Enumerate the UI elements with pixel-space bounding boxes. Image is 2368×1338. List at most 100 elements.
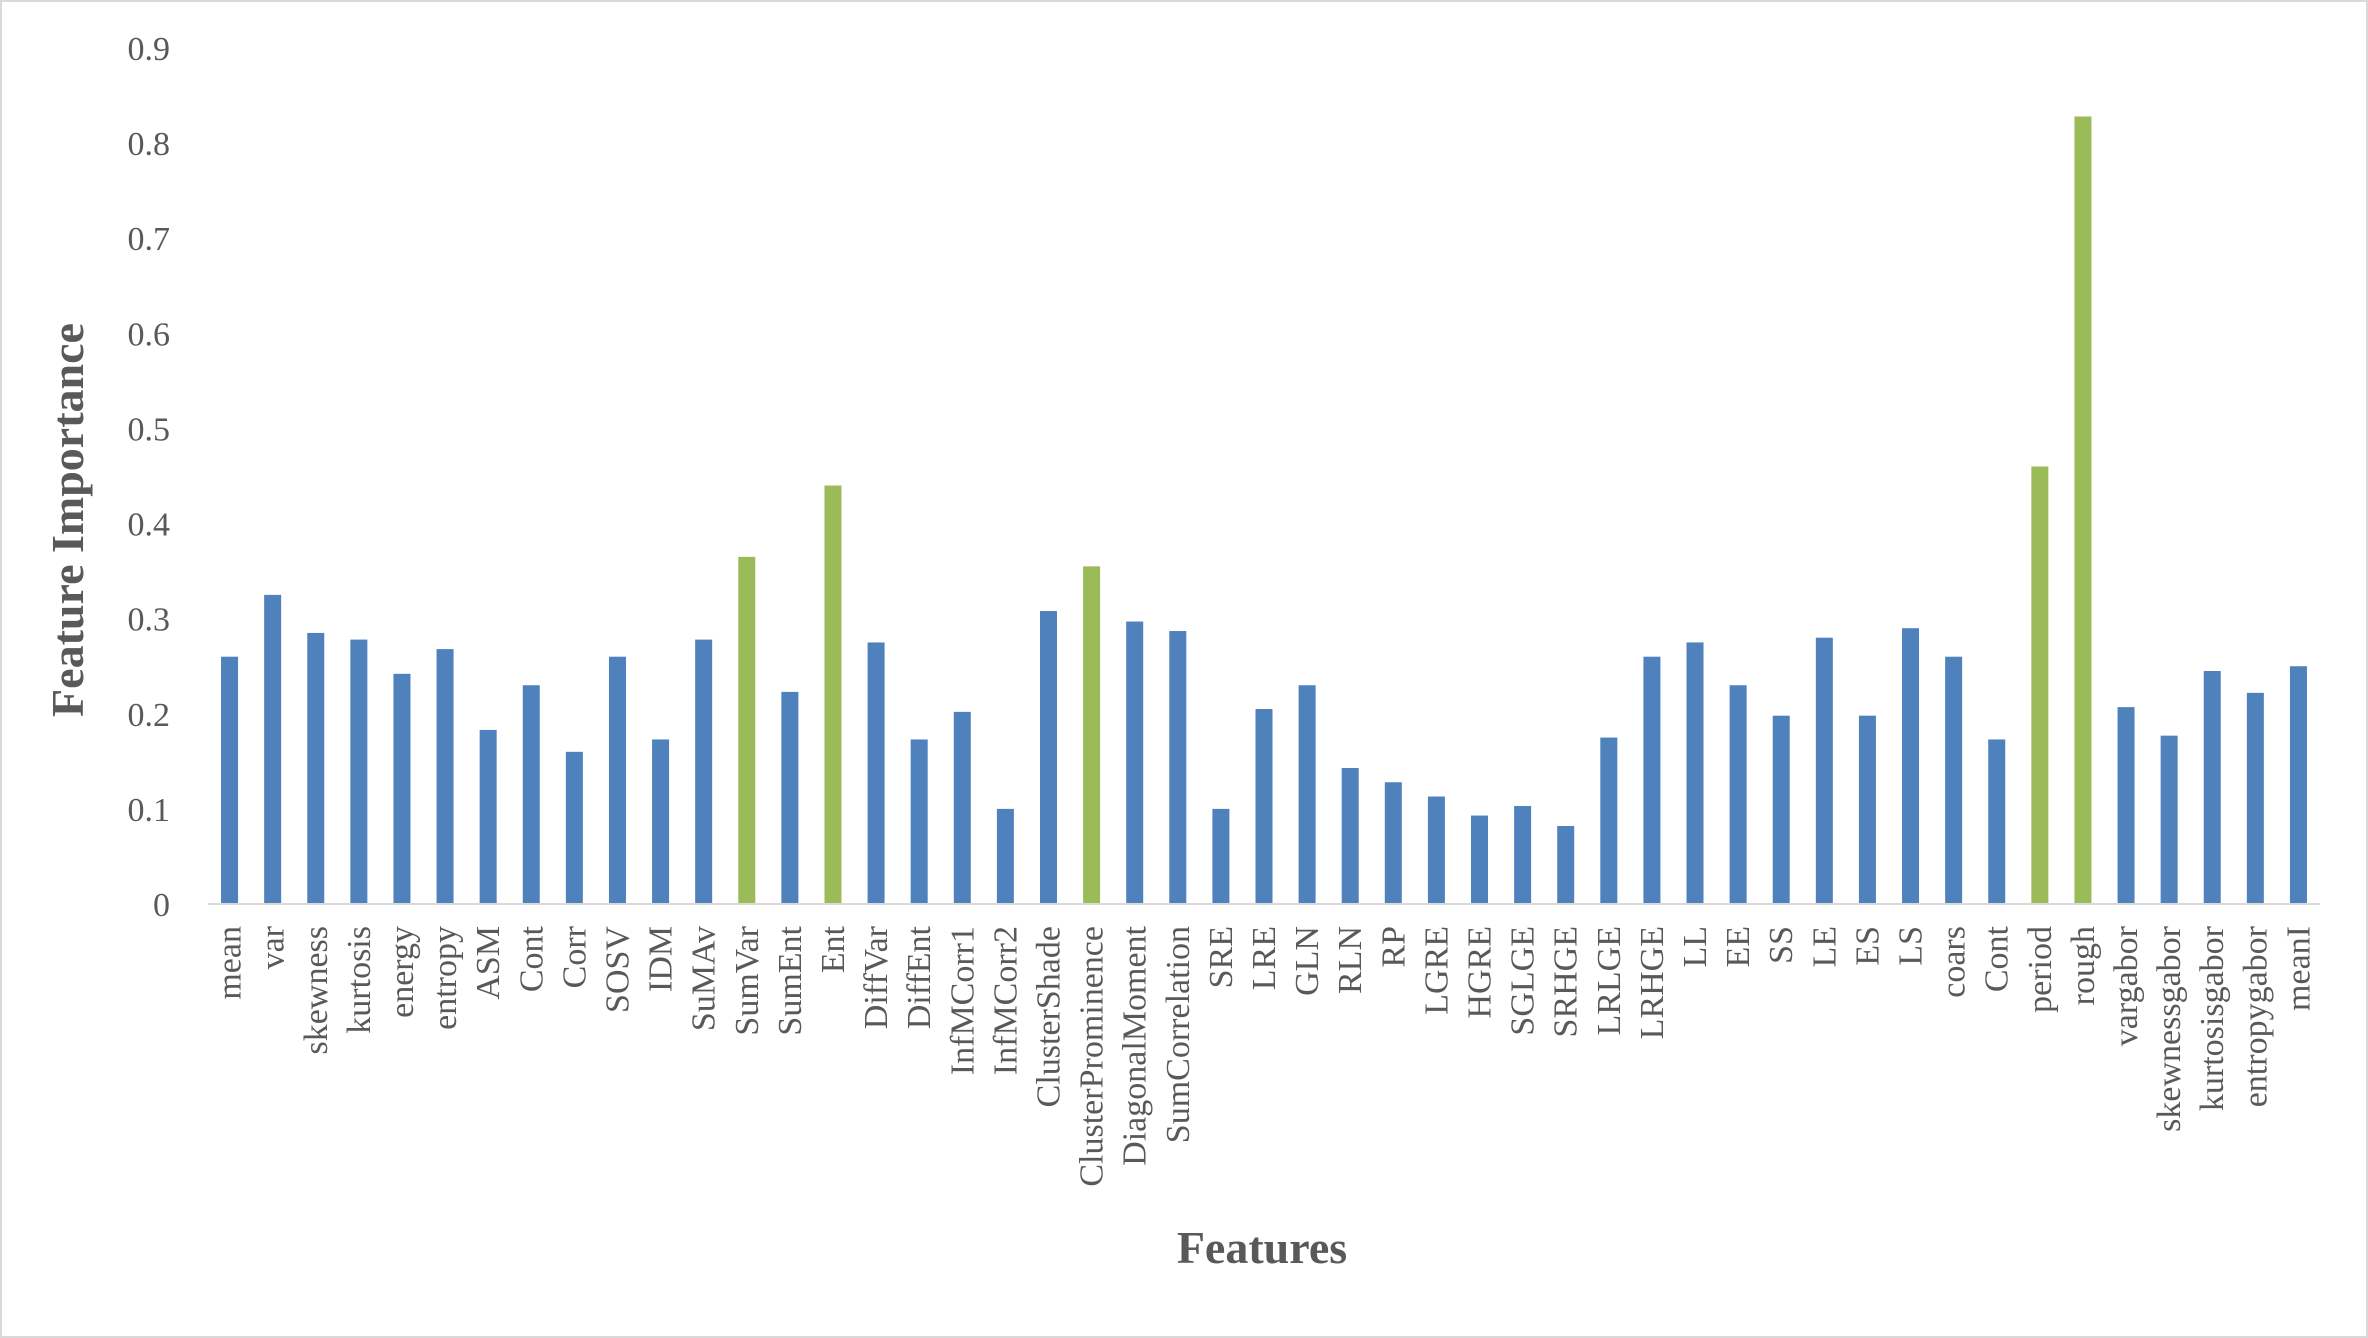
x-tick-label: entropygabor bbox=[2237, 925, 2274, 1107]
x-tick-label: skewnessgabor bbox=[2151, 925, 2188, 1132]
bar-infmcorr1 bbox=[953, 711, 971, 904]
x-tick-label: HGRE bbox=[1462, 926, 1499, 1019]
x-tick-label: coars bbox=[1936, 926, 1973, 998]
bar-ss bbox=[1772, 715, 1790, 904]
bar-sre bbox=[1212, 808, 1230, 904]
bar-skewness bbox=[307, 632, 325, 904]
bar-ent bbox=[824, 485, 842, 904]
x-tick-label: Cont bbox=[1979, 925, 2016, 992]
x-tick-label: LRHGE bbox=[1634, 926, 1671, 1039]
x-tick-label: ClusterShade bbox=[1030, 926, 1067, 1107]
bar-asm bbox=[479, 729, 497, 904]
bar-vargabor bbox=[2117, 707, 2135, 904]
x-tick-label: skewness bbox=[298, 926, 335, 1054]
y-tick-label: 0.5 bbox=[128, 411, 171, 448]
bar-cont-2 bbox=[1988, 739, 2006, 904]
y-tick-label: 0.3 bbox=[128, 602, 171, 639]
x-tick-label: IDM bbox=[643, 926, 680, 992]
x-tick-label: SRE bbox=[1203, 926, 1240, 988]
x-tick-label: EE bbox=[1720, 926, 1757, 968]
x-tick-label: Ent bbox=[815, 925, 852, 973]
bar-cont bbox=[522, 685, 540, 904]
bar-mean bbox=[221, 656, 239, 904]
x-tick-label: var bbox=[255, 925, 292, 969]
bar-rough bbox=[2074, 116, 2092, 905]
bar-sosv bbox=[608, 656, 626, 904]
x-tick-label: LGRE bbox=[1418, 926, 1455, 1015]
bar-entropy bbox=[436, 649, 454, 904]
y-axis-title: Feature Importance bbox=[42, 323, 93, 717]
bar-corr bbox=[565, 751, 583, 904]
x-tick-label: GLN bbox=[1289, 926, 1326, 996]
bar-energy bbox=[393, 673, 411, 904]
bar-meani bbox=[2289, 666, 2307, 904]
x-tick-label: ClusterProminence bbox=[1074, 926, 1111, 1187]
bar-lgre bbox=[1427, 796, 1445, 904]
bar-var bbox=[264, 594, 282, 904]
x-tick-label: Corr bbox=[556, 925, 593, 988]
y-tick-label: 0.7 bbox=[128, 221, 171, 258]
bar-ls bbox=[1902, 628, 1920, 904]
bar-lrhge bbox=[1643, 656, 1661, 904]
bar-period bbox=[2031, 466, 2049, 904]
x-tick-label: SOSV bbox=[599, 926, 636, 1013]
bar-ee bbox=[1729, 685, 1747, 904]
x-tick-label: DiffEnt bbox=[901, 925, 938, 1029]
bar-ll bbox=[1686, 642, 1704, 904]
x-tick-label: InfMCorr1 bbox=[944, 926, 981, 1075]
x-tick-label: SS bbox=[1763, 926, 1800, 964]
bar-diffvar bbox=[867, 642, 885, 904]
x-tick-label: DiagonalMoment bbox=[1117, 925, 1154, 1165]
x-tick-label: LE bbox=[1806, 926, 1843, 968]
bar-sumcorrelation bbox=[1169, 631, 1187, 904]
x-tick-label: SGLGE bbox=[1505, 926, 1542, 1036]
bar-sumvar bbox=[738, 556, 756, 904]
bar-kurtosisgabor bbox=[2203, 670, 2221, 904]
x-tick-label: SRHGE bbox=[1548, 926, 1585, 1037]
y-tick-label: 0 bbox=[153, 887, 170, 924]
x-tick-label: RLN bbox=[1332, 926, 1369, 994]
x-tick-label: Cont bbox=[513, 925, 550, 992]
y-tick-label: 0.2 bbox=[128, 697, 171, 734]
bar-lre bbox=[1255, 709, 1273, 904]
x-tick-label: mean bbox=[212, 926, 249, 1000]
x-axis-title: Features bbox=[1177, 1222, 1347, 1273]
bar-diffent bbox=[910, 739, 928, 904]
bar-clusterprominence bbox=[1083, 566, 1101, 904]
bar-lrlge bbox=[1600, 737, 1618, 904]
x-tick-label: LL bbox=[1677, 926, 1714, 968]
x-tick-label: InfMCorr2 bbox=[987, 926, 1024, 1075]
bar-clustershade bbox=[1039, 611, 1057, 904]
bar-sumav bbox=[695, 639, 713, 904]
x-tick-label: LS bbox=[1893, 926, 1930, 966]
x-tick-label: ES bbox=[1849, 926, 1886, 966]
y-tick-label: 0.9 bbox=[128, 31, 171, 68]
bar-srhge bbox=[1557, 826, 1575, 904]
x-tick-label: SumEnt bbox=[772, 925, 809, 1035]
y-tick-label: 0.4 bbox=[128, 507, 171, 544]
x-tick-label: energy bbox=[384, 926, 421, 1018]
x-tick-label: ASM bbox=[470, 926, 507, 1000]
y-tick-label: 0.1 bbox=[128, 792, 171, 829]
bar-coars bbox=[1945, 656, 1963, 904]
bar-rp bbox=[1384, 782, 1402, 904]
x-tick-label: LRE bbox=[1246, 926, 1283, 990]
bar-hgre bbox=[1471, 815, 1489, 904]
bar-idm bbox=[652, 739, 670, 904]
x-tick-label: RP bbox=[1375, 926, 1412, 968]
bar-diagonalmoment bbox=[1126, 621, 1144, 904]
x-tick-label: period bbox=[2022, 926, 2059, 1013]
x-tick-label: entropy bbox=[427, 926, 464, 1030]
x-tick-label: LRLGE bbox=[1591, 926, 1628, 1036]
bar-le bbox=[1815, 637, 1833, 904]
y-tick-label: 0.6 bbox=[128, 316, 171, 353]
x-tick-label: kurtosis bbox=[341, 926, 378, 1034]
bar-es bbox=[1858, 715, 1876, 904]
x-tick-label: DiffVar bbox=[858, 925, 895, 1029]
x-tick-label: SuMAv bbox=[686, 926, 723, 1031]
bar-gln bbox=[1298, 685, 1316, 904]
x-tick-label: vargabor bbox=[2108, 925, 2145, 1046]
x-tick-label: SumVar bbox=[729, 925, 766, 1035]
bar-rln bbox=[1341, 767, 1359, 904]
